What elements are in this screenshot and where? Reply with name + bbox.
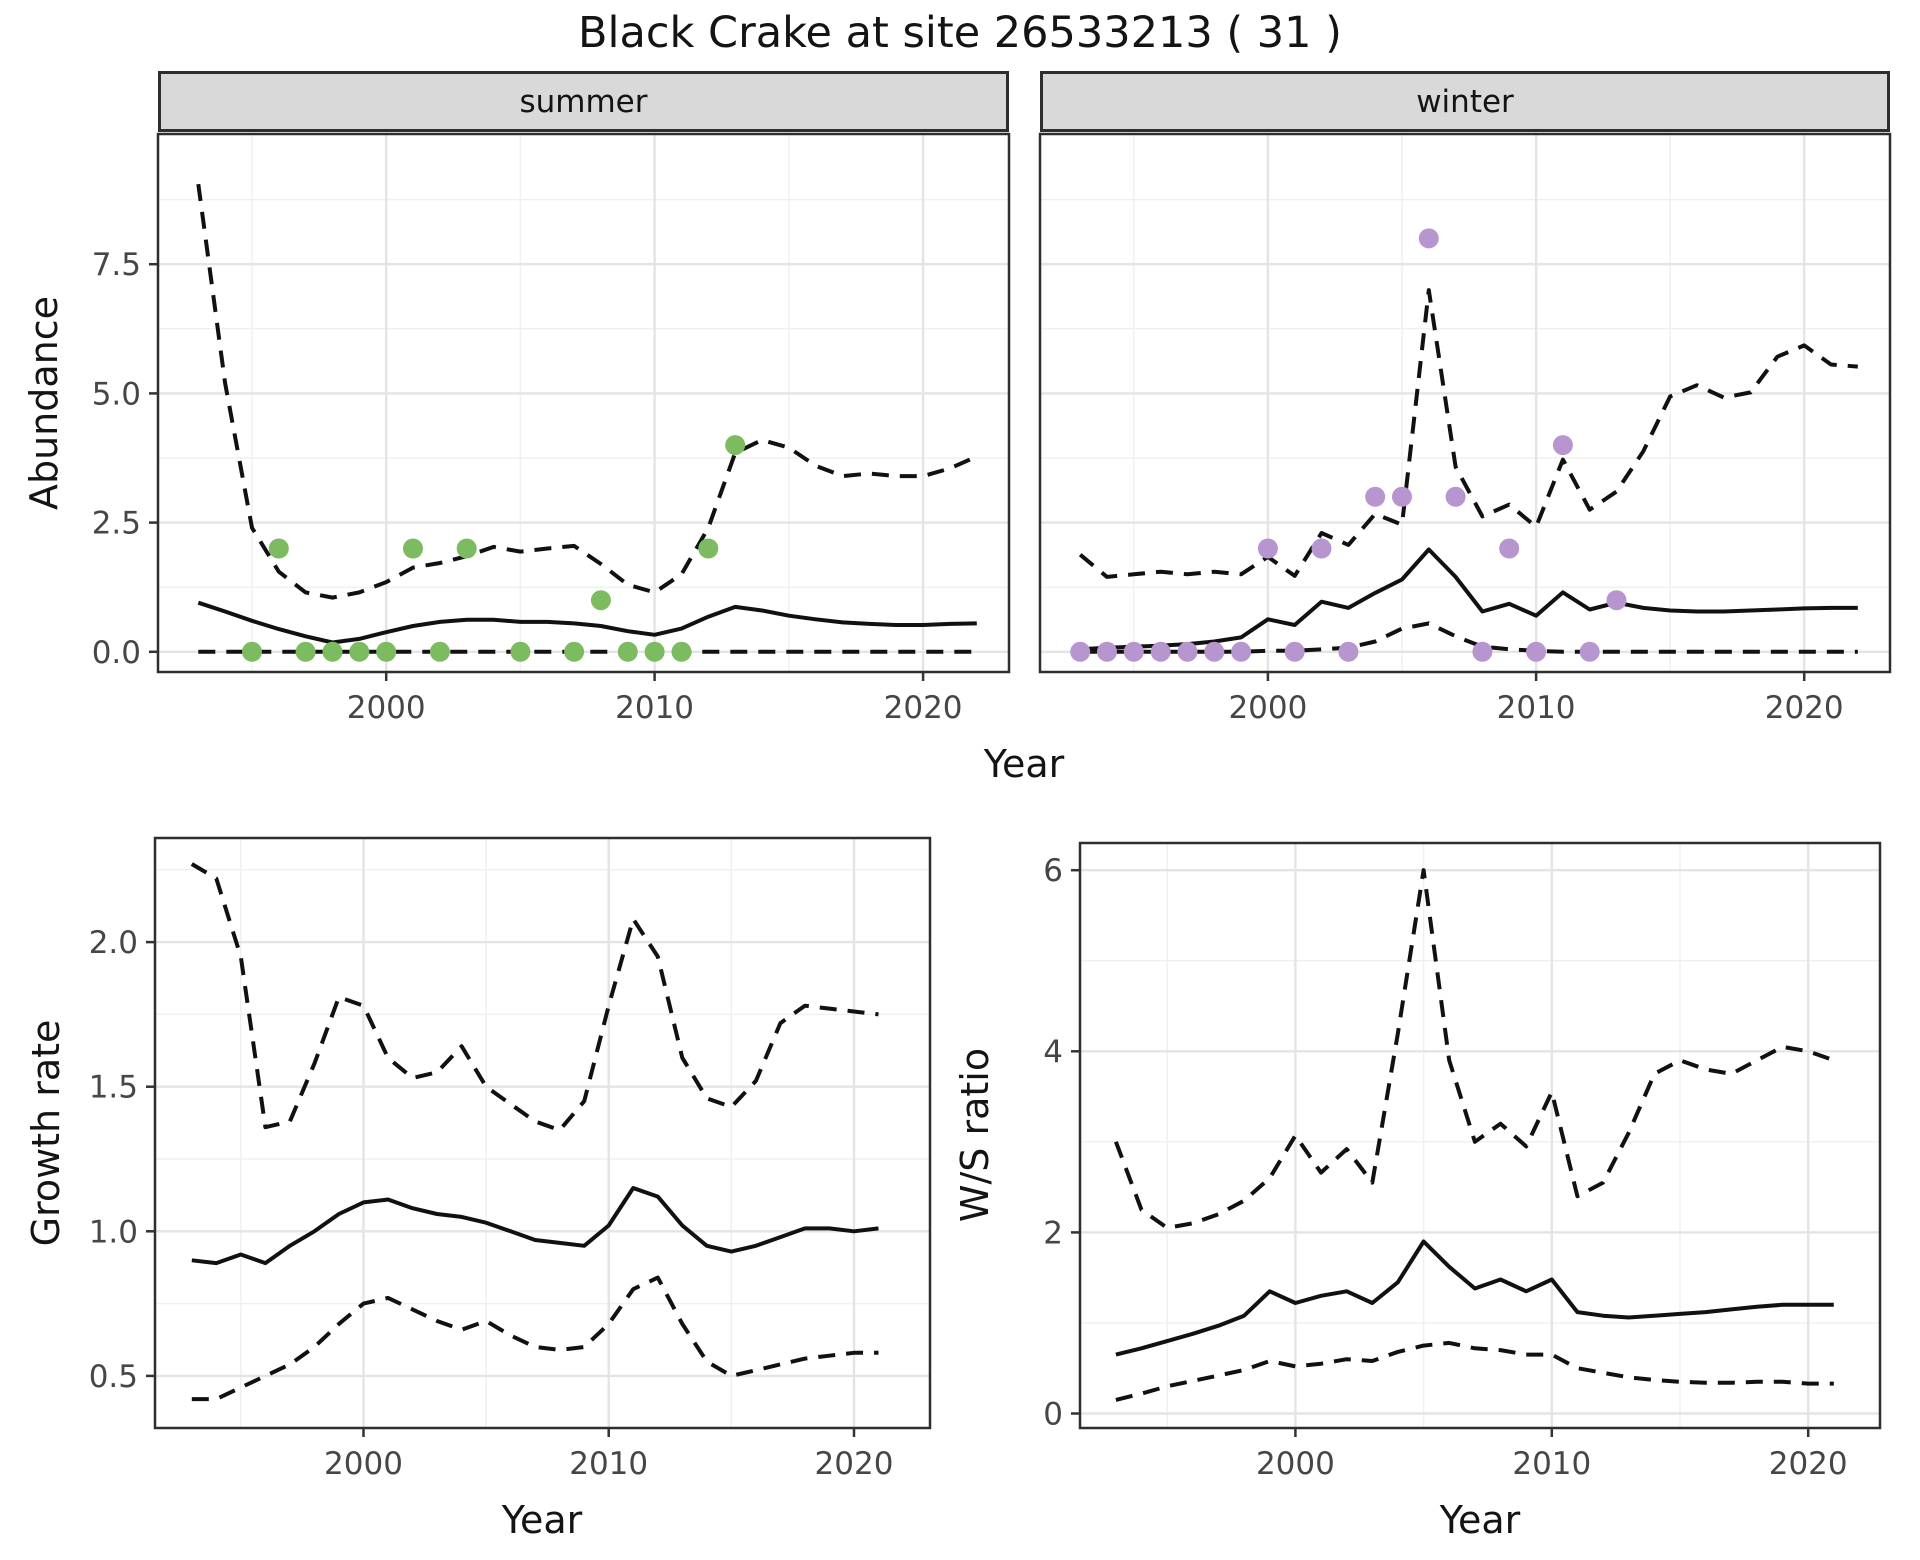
x-tick-label: 2010 <box>1512 1446 1591 1482</box>
winter-observation-point <box>1392 486 1412 507</box>
winter-mean-line <box>1080 547 1858 652</box>
facet-strip-winter: winter <box>1040 71 1890 132</box>
x-tick-label: 2020 <box>884 690 963 726</box>
ws_ratio-upper_ci-line <box>1114 868 1835 1230</box>
y-tick-label: 2 <box>1043 1215 1063 1251</box>
ws_ratio-lower_ci-line <box>1115 1340 1834 1402</box>
winter-observation-point <box>1204 641 1225 662</box>
panel-background <box>158 134 1009 672</box>
winter-observation-point <box>1177 641 1198 662</box>
x-tick-label: 2010 <box>569 1446 648 1482</box>
winter-observation-point <box>1365 486 1386 507</box>
y-tick-label: 5.0 <box>92 376 141 412</box>
ws_ratio-mean-line <box>1115 1239 1834 1357</box>
x-tick-label: 2000 <box>1228 690 1307 726</box>
growth_rate-upper_ci-line <box>190 862 879 1133</box>
panel-border <box>1038 132 1892 674</box>
summer-observation-point <box>590 590 611 611</box>
winter-upper_ci-line <box>1078 288 1858 579</box>
chart-title: Black Crake at site 26533213 ( 31 ) <box>578 8 1342 58</box>
x-tick-label: 2020 <box>1769 1446 1848 1482</box>
winter-observation-point <box>1338 641 1359 662</box>
x-tick-label: 2000 <box>324 1446 403 1482</box>
x-tick-label: 2020 <box>815 1446 894 1482</box>
facet-strip-label: summer <box>519 83 648 120</box>
facet-strip-summer: summer <box>158 71 1009 132</box>
summer-observation-point <box>510 641 531 662</box>
summer-observation-point <box>403 538 423 559</box>
x-tick-label: 2000 <box>347 690 426 726</box>
summer-mean-line <box>197 600 977 645</box>
winter-observation-point <box>1070 641 1091 662</box>
facet-strip-label: winter <box>1416 83 1514 120</box>
winter-observation-point <box>1472 641 1493 662</box>
panel-border <box>153 836 932 1430</box>
winter-observation-point <box>1499 538 1520 559</box>
summer-observation-point <box>644 641 665 662</box>
winter-observation-point <box>1311 538 1332 559</box>
winter-observation-point <box>1284 641 1305 662</box>
y-tick-label: 6 <box>1043 853 1063 889</box>
summer-observation-point <box>725 435 746 456</box>
y-tick-label: 4 <box>1043 1034 1063 1070</box>
summer-observation-point <box>671 641 692 662</box>
winter-observation-point <box>1552 435 1573 456</box>
x-axis-title-year-ws: Year <box>1439 1498 1521 1542</box>
summer-observation-point <box>617 641 638 662</box>
winter-observation-point <box>1150 641 1171 662</box>
summer-observation-point <box>268 538 289 559</box>
winter-observation-point <box>1579 641 1600 662</box>
panel-background <box>155 838 930 1428</box>
winter-observation-point <box>1257 538 1278 559</box>
winter-observation-point <box>1526 641 1547 662</box>
summer-observation-point <box>349 641 370 662</box>
panel-border <box>156 132 1011 674</box>
summer-observation-point <box>295 641 316 662</box>
y-tick-label: 0.5 <box>89 1359 138 1395</box>
summer-observation-point <box>429 641 450 662</box>
growth_rate-mean-line <box>191 1186 879 1266</box>
y-tick-label: 1.0 <box>89 1214 138 1250</box>
summer-observation-point <box>242 641 262 662</box>
y-tick-label: 0 <box>1043 1397 1063 1433</box>
summer-observation-point <box>456 538 477 559</box>
x-axis-title-year-top: Year <box>983 742 1065 786</box>
x-tick-label: 2020 <box>1765 690 1844 726</box>
y-tick-label: 2.0 <box>89 925 138 961</box>
winter-observation-point <box>1445 486 1466 507</box>
winter-observation-point <box>1606 590 1627 611</box>
panel-border <box>1078 841 1882 1430</box>
winter-observation-point <box>1097 641 1117 662</box>
x-tick-label: 2010 <box>615 690 694 726</box>
panel-background <box>1080 843 1880 1428</box>
panel-background <box>1040 134 1890 672</box>
summer-observation-point <box>322 641 343 662</box>
summer-observation-point <box>376 641 397 662</box>
winter-observation-point <box>1418 228 1439 249</box>
winter-observation-point <box>1123 641 1144 662</box>
y-tick-label: 7.5 <box>92 247 141 283</box>
summer-upper_ci-line <box>196 183 978 600</box>
winter-observation-point <box>1231 641 1252 662</box>
y-tick-label: 1.5 <box>89 1070 138 1106</box>
growth_rate-lower_ci-line <box>191 1275 879 1402</box>
winter-lower_ci-line <box>1080 621 1858 654</box>
summer-observation-point <box>698 538 719 559</box>
x-tick-label: 2010 <box>1497 690 1576 726</box>
y-tick-label: 2.5 <box>92 506 141 542</box>
x-tick-label: 2000 <box>1256 1446 1335 1482</box>
x-axis-title-year-growth: Year <box>501 1498 583 1542</box>
summer-observation-point <box>564 641 585 662</box>
y-tick-label: 0.0 <box>92 635 141 671</box>
